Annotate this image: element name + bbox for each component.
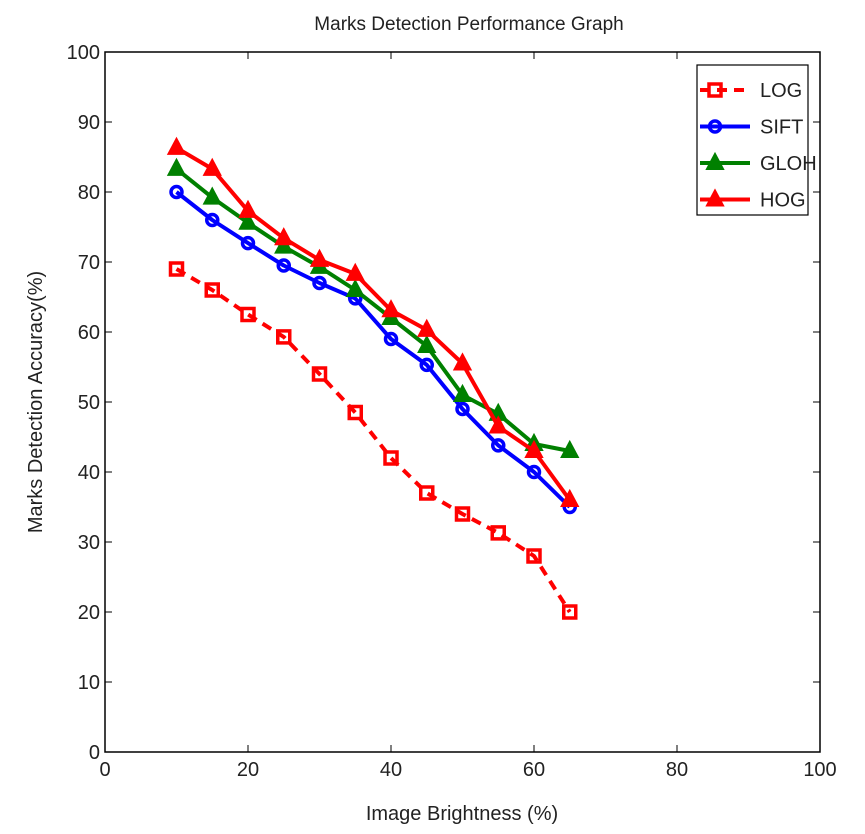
data-point-hog [381, 299, 401, 318]
data-point-gloh [560, 439, 580, 458]
data-point-log [168, 261, 185, 277]
data-point-hog [488, 415, 508, 434]
data-point-gloh [238, 211, 258, 230]
data-point-sift [526, 464, 542, 480]
data-point-sift [276, 258, 291, 273]
y-tick-label: 40 [78, 462, 100, 484]
data-point-gloh [202, 186, 222, 205]
x-axis-label: Image Brightness (%) [366, 803, 558, 825]
data-point-sift [169, 184, 184, 200]
data-point-gloh [417, 334, 437, 353]
y-tick-label: 10 [78, 672, 100, 694]
y-tick-label: 30 [78, 532, 100, 554]
axis-ticks: 0 20 40 60 80 100 0 10 20 30 40 50 60 70 80 90 100 [67, 42, 837, 781]
legend-item-sift: SIFT [700, 117, 803, 139]
y-tick-label: 70 [78, 252, 100, 274]
legend-label-log: LOG [760, 80, 802, 102]
legend-item-gloh: GLOH [700, 151, 817, 175]
data-point-hog [274, 227, 294, 246]
data-point-log [204, 282, 220, 298]
x-tick-label: 60 [523, 759, 545, 781]
legend-marker-hog [705, 188, 725, 207]
data-point-log [347, 404, 363, 421]
data-point-log [311, 366, 328, 382]
legend-marker-log [707, 82, 723, 98]
data-point-log [454, 506, 471, 522]
data-point-hog [524, 439, 544, 458]
y-tick-label: 0 [89, 742, 100, 764]
data-point-log [383, 450, 399, 466]
data-point-hog [309, 248, 330, 267]
series-layer [166, 136, 580, 620]
legend-label-hog: HOG [760, 190, 806, 212]
series-line-gloh [175, 167, 571, 453]
data-point-log [490, 525, 506, 541]
data-point-hog [345, 262, 365, 281]
legend-item-log: LOG [700, 80, 802, 102]
chart-title: Marks Detection Performance Graph [314, 14, 623, 35]
x-tick-label: 100 [803, 759, 836, 781]
data-point-log [526, 548, 542, 564]
data-point-sift [205, 212, 220, 228]
data-point-hog [417, 318, 437, 337]
series-line-sift [175, 190, 572, 509]
data-point-sift [491, 438, 506, 453]
data-point-gloh [452, 383, 473, 402]
legend-label-sift: SIFT [760, 117, 803, 139]
legend-marker-sift [707, 119, 723, 134]
data-point-gloh [345, 278, 365, 297]
y-tick-label: 20 [78, 602, 100, 624]
series-line-hog [175, 146, 572, 502]
y-tick-label: 80 [78, 182, 100, 204]
data-point-sift [383, 331, 399, 347]
data-point-log [276, 329, 292, 345]
x-tick-label: 20 [237, 759, 259, 781]
data-point-log [562, 604, 578, 620]
y-tick-label: 50 [78, 392, 100, 414]
data-point-log [419, 485, 435, 501]
data-point-log [240, 306, 256, 323]
legend-label-gloh: GLOH [760, 153, 817, 175]
y-tick-label: 60 [78, 322, 100, 344]
data-point-hog [452, 352, 473, 371]
legend-item-hog: HOG [700, 188, 806, 212]
series-hog [166, 136, 580, 507]
x-tick-label: 80 [666, 759, 688, 781]
series-log [168, 261, 578, 620]
data-point-hog [560, 488, 580, 507]
data-point-sift [455, 401, 470, 417]
data-point-hog [202, 157, 222, 176]
y-tick-label: 90 [78, 112, 100, 134]
x-tick-label: 0 [99, 759, 110, 781]
data-point-hog [238, 199, 258, 218]
series-gloh [166, 157, 580, 458]
series-sift [169, 184, 577, 515]
data-point-sift [419, 357, 434, 373]
legend-marker-gloh [705, 151, 725, 170]
data-point-sift [240, 235, 256, 251]
data-point-hog [166, 136, 187, 155]
y-axis-label: Marks Detection Accuracy(%) [25, 271, 47, 533]
x-tick-label: 40 [380, 759, 402, 781]
data-point-sift [312, 275, 327, 291]
legend: LOG SIFT GLOH HOG [696, 64, 817, 216]
data-point-gloh [166, 157, 187, 176]
y-tick-label: 100 [67, 42, 100, 64]
